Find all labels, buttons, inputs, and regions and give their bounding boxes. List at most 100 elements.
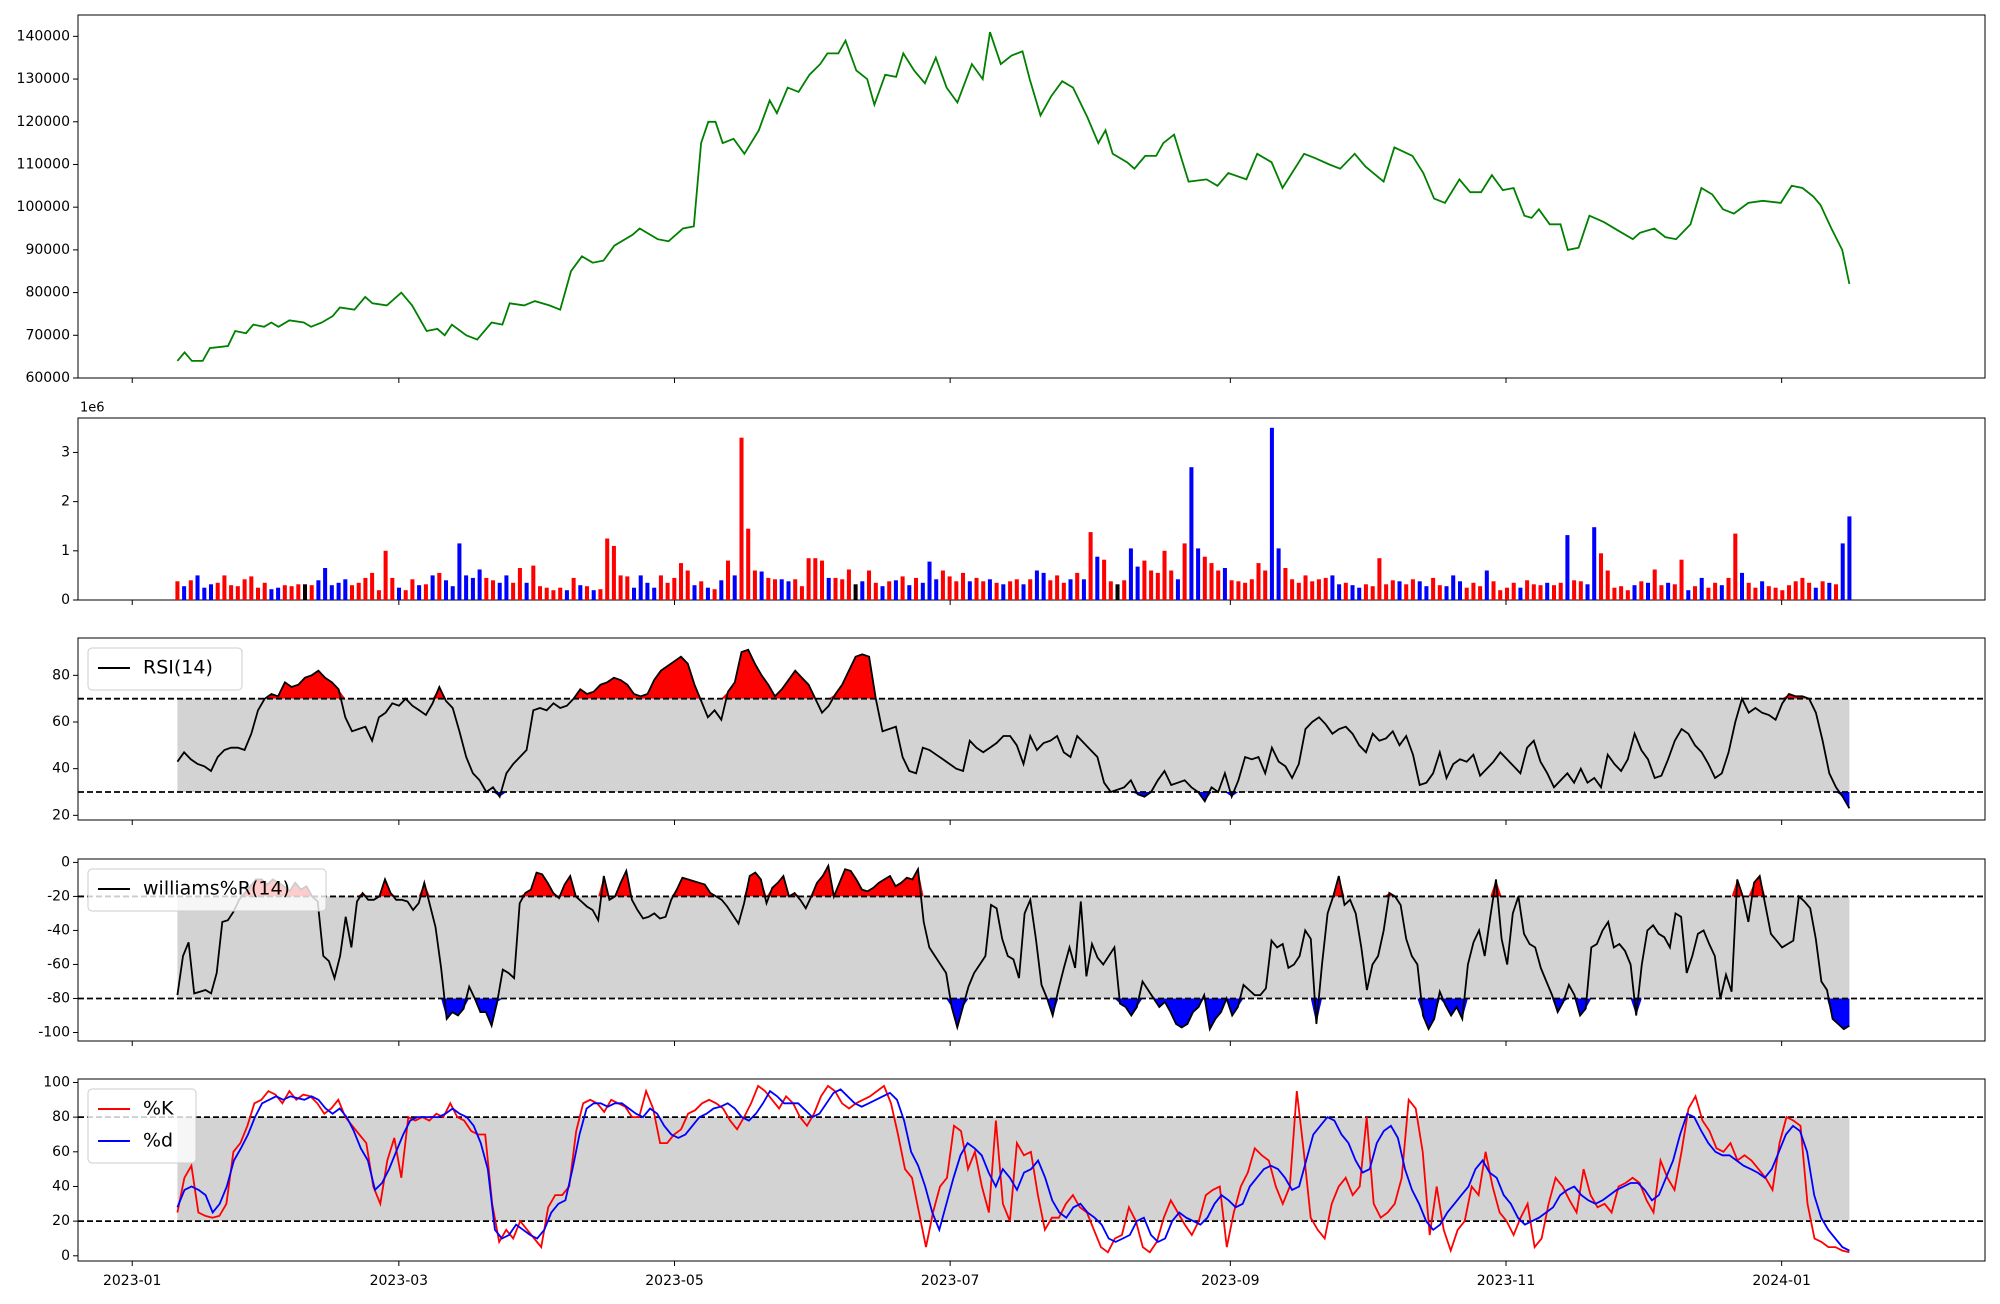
x-tick-label: 2023-09 <box>1201 1273 1260 1289</box>
stochastic-ytick-label: 100 <box>43 1074 70 1090</box>
volume-bar <box>1619 586 1624 600</box>
price-ytick-label: 120000 <box>17 114 70 130</box>
volume-bar <box>423 584 428 600</box>
volume-bar <box>497 582 502 600</box>
volume-bar <box>712 589 717 600</box>
volume-bar <box>1740 572 1745 600</box>
x-tick-label: 2024-01 <box>1752 1273 1811 1289</box>
volume-bar <box>464 575 469 600</box>
volume-bar <box>1088 532 1093 600</box>
volume-bar <box>826 577 831 600</box>
volume-bar <box>726 560 731 600</box>
volume-bar <box>1726 577 1731 600</box>
volume-bar <box>994 582 999 600</box>
volume-bar <box>188 580 193 600</box>
volume-bar <box>289 586 294 600</box>
volume-bar <box>1055 575 1060 600</box>
volume-bar <box>511 582 516 600</box>
volume-bar <box>376 590 381 600</box>
volume-bar <box>940 570 945 600</box>
volume-bar <box>759 571 764 600</box>
volume-bar <box>182 586 187 600</box>
volume-bar <box>1404 584 1409 600</box>
volume-bar <box>417 585 422 600</box>
price-ytick-label: 130000 <box>17 71 70 87</box>
volume-bar <box>927 561 932 600</box>
volume-bar <box>430 575 435 600</box>
volume-bar <box>1243 582 1248 600</box>
volume-bar <box>1625 590 1630 600</box>
volume-bar <box>410 579 415 600</box>
volume-bar <box>1196 548 1201 600</box>
volume-bar <box>1296 582 1301 600</box>
volume-bar <box>947 576 952 600</box>
volume-bar <box>1209 563 1214 600</box>
x-tick-label: 2023-05 <box>645 1273 704 1289</box>
volume-bar <box>329 585 334 600</box>
volume-bar <box>981 581 986 600</box>
williams-band <box>177 896 1850 999</box>
volume-bar <box>1229 580 1234 600</box>
volume-bar <box>1639 581 1644 600</box>
volume-bar <box>336 582 341 600</box>
volume-bar <box>1256 563 1261 600</box>
volume-bar <box>1599 553 1604 600</box>
volume-bar <box>363 577 368 600</box>
volume-bar <box>699 581 704 600</box>
williams-line-0 <box>176 863 1850 1032</box>
rsi-ytick-label: 60 <box>52 714 70 730</box>
volume-bar <box>1760 581 1765 600</box>
volume-bar <box>484 577 489 600</box>
rsi-ytick-label: 40 <box>52 761 70 777</box>
volume-bar <box>350 585 355 600</box>
volume-bar <box>1612 587 1617 600</box>
volume-bar <box>1169 570 1174 600</box>
volume-bar <box>954 581 959 600</box>
volume-bar <box>1672 584 1677 600</box>
volume-bar <box>1390 580 1395 600</box>
volume-bar <box>1464 587 1469 600</box>
volume-bar <box>209 584 214 600</box>
williams-axes <box>77 858 1986 1042</box>
volume-bar <box>276 587 281 600</box>
volume-bar <box>1330 575 1335 600</box>
volume-bar <box>383 550 388 600</box>
volume-bar <box>773 579 778 600</box>
volume-bar <box>1008 581 1013 600</box>
volume-bar <box>645 582 650 600</box>
volume-bar <box>907 585 912 600</box>
volume-bar <box>544 587 549 600</box>
stochastic-ytick-label: 60 <box>52 1144 70 1160</box>
volume-bar <box>1578 581 1583 600</box>
stochastic-axes <box>77 1078 1986 1262</box>
volume-bar <box>1021 584 1026 600</box>
volume-bar <box>1041 572 1046 600</box>
rsi-line-0 <box>176 648 1851 809</box>
volume-bar <box>685 570 690 600</box>
volume-bar <box>390 577 395 600</box>
x-tick-label: 2023-07 <box>921 1273 980 1289</box>
volume-bar <box>524 582 529 600</box>
volume-bar <box>1444 586 1449 600</box>
x-tick-label: 2023-03 <box>370 1273 429 1289</box>
volume-bar <box>1263 570 1268 600</box>
volume-bar <box>1283 568 1288 600</box>
volume-bar <box>1303 575 1308 600</box>
volume-bar <box>1377 558 1382 600</box>
volume-bar <box>477 569 482 600</box>
williams-ytick-label: -20 <box>47 888 70 904</box>
volume-bar <box>1028 579 1033 600</box>
volume-bar <box>316 580 321 600</box>
volume-bar <box>1572 580 1577 600</box>
volume-bar <box>840 579 845 600</box>
volume-bar <box>1290 579 1295 600</box>
volume-bar <box>1410 579 1415 600</box>
volume-bar <box>1350 585 1355 600</box>
williams-ytick-label: -60 <box>47 956 70 972</box>
volume-bar <box>1511 582 1516 600</box>
volume-bar <box>880 586 885 600</box>
volume-bar <box>437 572 442 600</box>
volume-bar <box>632 587 637 600</box>
volume-bar <box>1827 582 1832 600</box>
